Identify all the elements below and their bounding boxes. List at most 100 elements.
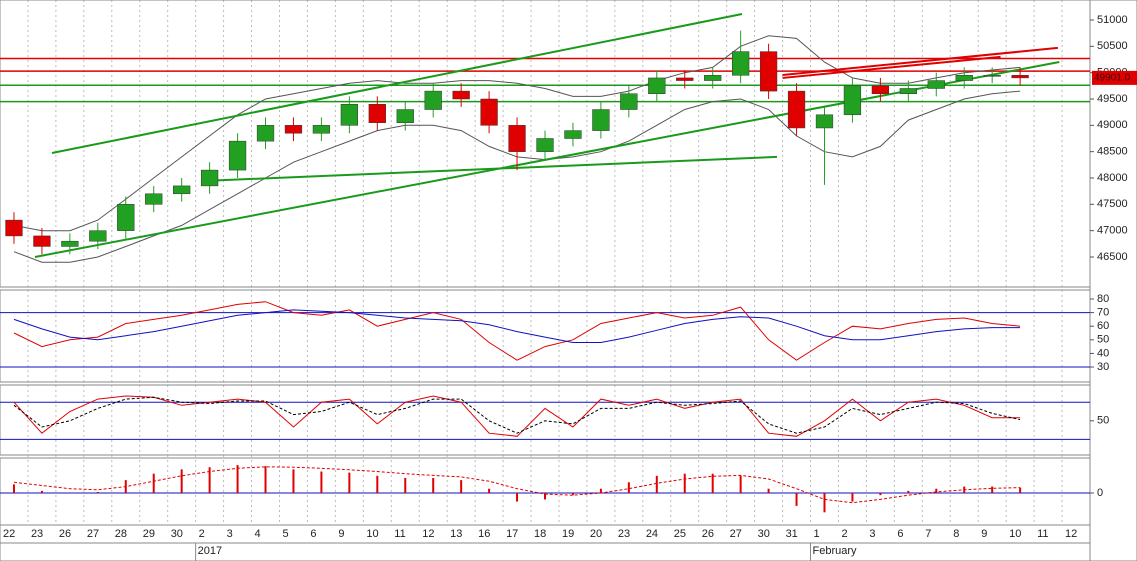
y-tick-label: 47000 (1097, 225, 1128, 237)
histogram-bar (404, 477, 407, 494)
y-tick-label: 48500 (1097, 146, 1128, 158)
candle-body (759, 51, 778, 92)
candle-body (704, 75, 722, 81)
x-tick-label: 4 (255, 528, 261, 540)
candle-body (340, 104, 358, 126)
y-tick-label: 30 (1097, 361, 1109, 373)
x-tick-label: 10 (366, 528, 378, 540)
candle-body (117, 204, 135, 231)
histogram-bar (152, 473, 155, 494)
x-tick-label: 27 (730, 528, 742, 540)
x-tick-label: 2 (841, 528, 847, 540)
x-tick-label: 26 (702, 528, 714, 540)
candle-body (256, 125, 275, 142)
histogram-bar (599, 488, 602, 494)
right-axis (1089, 0, 1137, 561)
y-tick-label: 50 (1097, 334, 1109, 346)
histogram-bar (823, 493, 826, 513)
last-price-tag (1092, 70, 1137, 85)
x-tick-label: 19 (562, 528, 574, 540)
histogram-bar (683, 473, 686, 494)
histogram-bar (627, 482, 630, 494)
y-tick-label: 0 (1097, 487, 1103, 499)
x-tick-label: 30 (171, 528, 183, 540)
candle-body (33, 235, 51, 247)
histogram-bar (180, 469, 183, 494)
candle-body (592, 109, 610, 131)
candle-body (927, 80, 945, 89)
last-price-label: 49901.0 (1094, 73, 1131, 84)
x-tick-label: 16 (478, 528, 490, 540)
candle-body (899, 88, 917, 94)
histogram-bar (320, 471, 323, 494)
y-tick-label: 47500 (1097, 198, 1128, 210)
candle-body (5, 219, 23, 237)
candle-body (536, 138, 554, 152)
histogram-bar (795, 493, 798, 506)
x-tick-label: 5 (282, 528, 288, 540)
histogram-bar (292, 469, 295, 494)
x-tick-label: 6 (897, 528, 903, 540)
x-tick-label: 9 (338, 528, 344, 540)
histogram-bar (571, 493, 574, 496)
x-tick-label: 6 (310, 528, 316, 540)
candle-body (368, 104, 386, 123)
candle-body (61, 240, 79, 247)
y-tick-label: 49500 (1097, 93, 1128, 105)
y-tick-label: 70 (1097, 306, 1109, 318)
histogram-bar (655, 475, 658, 494)
histogram-bar (711, 473, 714, 494)
candle-body (1011, 75, 1029, 79)
x-tick-label: 1 (814, 528, 820, 540)
candle-body (508, 125, 526, 152)
histogram-bar (208, 467, 211, 494)
candle-body (452, 90, 470, 100)
x-tick-label: 20 (590, 528, 602, 540)
signal-line (13, 466, 1021, 504)
y-tick-label: 49000 (1097, 119, 1128, 131)
x-tick-label: 13 (450, 528, 462, 540)
histogram-bar (348, 472, 351, 494)
period-label: 2017 (198, 545, 222, 557)
candle-body (424, 90, 442, 110)
candle-body (732, 51, 750, 76)
candle-body (145, 193, 163, 205)
x-tick-label: 12 (1065, 528, 1077, 540)
histogram-bar (376, 475, 379, 494)
candle-body (676, 77, 694, 81)
histogram-bar (879, 493, 882, 496)
trend-line (34, 60, 1060, 258)
y-tick-label: 60 (1097, 320, 1109, 332)
histogram-bar (516, 493, 519, 502)
y-tick-label: 80 (1097, 293, 1109, 305)
histogram-bar (264, 466, 267, 494)
indicator-line (13, 301, 1021, 361)
candle-body (173, 185, 191, 195)
candle-body (284, 125, 303, 134)
x-tick-label: 29 (143, 528, 155, 540)
x-tick-label: 18 (534, 528, 546, 540)
histogram-bar (851, 493, 854, 502)
y-tick-label: 46500 (1097, 251, 1128, 263)
x-tick-label: 3 (869, 528, 875, 540)
indicator-line (13, 396, 1021, 434)
x-tick-label: 30 (758, 528, 770, 540)
candle-body (564, 130, 582, 139)
histogram-bar (488, 488, 491, 494)
bollinger-band (13, 35, 1021, 232)
candle-body (396, 109, 414, 123)
x-tick-label: 22 (3, 528, 15, 540)
x-tick-label: 9 (981, 528, 987, 540)
y-tick-label: 50 (1097, 415, 1109, 427)
histogram-bar (432, 477, 435, 494)
candle-body (620, 93, 638, 110)
histogram-bar (739, 475, 742, 494)
candle-body (955, 75, 973, 81)
trend-line (782, 55, 1001, 79)
x-tick-label: 23 (618, 528, 630, 540)
x-tick-label: 17 (506, 528, 518, 540)
x-tick-label: 7 (925, 528, 931, 540)
histogram-bar (40, 490, 43, 494)
